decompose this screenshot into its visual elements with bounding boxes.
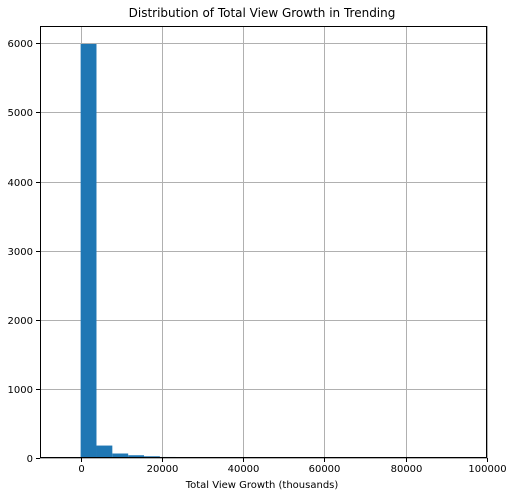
y-tick-label: 1000 <box>8 385 33 396</box>
gridlines <box>40 26 488 459</box>
x-axis-ticks: 0 20000 40000 60000 80000 100000 <box>78 458 507 475</box>
y-tick-label: 6000 <box>8 39 33 50</box>
x-tick-label: 0 <box>78 464 84 475</box>
histogram-bar <box>128 455 145 458</box>
x-tick-label: 100000 <box>468 464 506 475</box>
chart-title: Distribution of Total View Growth in Tre… <box>129 6 396 20</box>
histogram-bar <box>96 445 113 458</box>
x-tick-label: 40000 <box>228 464 260 475</box>
x-tick-label: 80000 <box>391 464 423 475</box>
x-tick-label: 60000 <box>309 464 341 475</box>
plot-frame <box>40 26 487 458</box>
x-tick-label: 20000 <box>147 464 179 475</box>
y-tick-label: 5000 <box>8 108 33 119</box>
plot-area <box>40 26 487 458</box>
y-axis-ticks: 0 1000 2000 3000 4000 5000 6000 <box>8 39 40 465</box>
y-tick-label: 4000 <box>8 178 33 189</box>
x-axis-label: Total View Growth (thousands) <box>185 480 339 491</box>
y-tick-label: 0 <box>27 454 33 465</box>
y-tick-label: 2000 <box>8 316 33 327</box>
y-tick-label: 3000 <box>8 247 33 258</box>
histogram-bar <box>112 453 129 458</box>
histogram-bar <box>80 43 97 459</box>
